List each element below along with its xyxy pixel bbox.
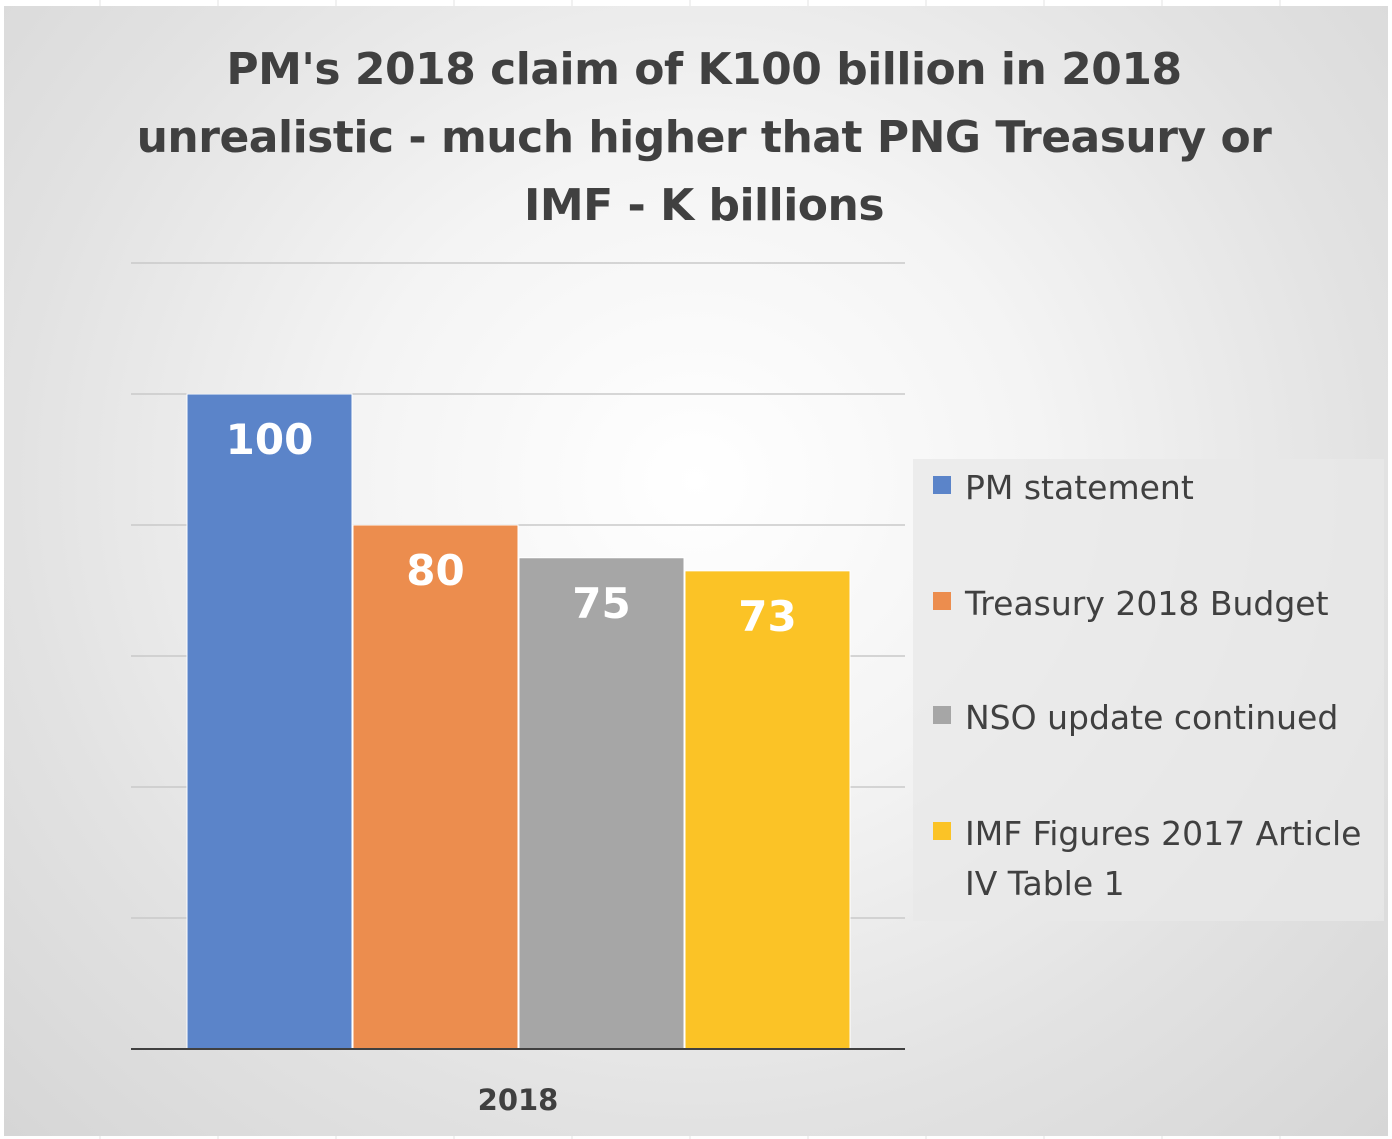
bar-treasury-2018-budget[interactable] [352,524,519,1050]
plot-area: 100 80 75 73 2018 [131,262,905,1117]
legend-label: PM statement [965,468,1194,507]
data-label: 100 [226,415,314,464]
bar-nso-update-continued[interactable] [518,557,685,1050]
legend: PM statement Treasury 2018 Budget NSO upda… [913,459,1384,921]
bar-imf-figures-2017-article-iv-table-1[interactable] [684,570,851,1050]
legend-label: NSO update continued [965,698,1339,737]
data-label: 75 [572,579,630,628]
legend-item: IMF Figures 2017 Article IV Table 1 [933,809,1385,909]
chart-area[interactable]: PM's 2018 claim of K100 billion in 2018 … [4,6,1388,1136]
legend-label: Treasury 2018 Budget [965,584,1329,623]
legend-item: NSO update continued [933,693,1385,743]
legend-item: PM statement [933,463,1385,513]
legend-swatch [933,476,951,494]
bar-pm-statement[interactable] [186,393,353,1050]
legend-swatch [933,822,951,840]
x-tick-label: 2018 [478,1083,559,1117]
data-label: 80 [406,546,464,595]
legend-swatch [933,592,951,610]
legend-swatch [933,706,951,724]
data-label: 73 [738,592,796,641]
chart-title: PM's 2018 claim of K100 billion in 2018 … [136,44,1272,231]
legend-item: Treasury 2018 Budget [933,579,1385,629]
legend-label: IMF Figures 2017 Article IV Table 1 [965,814,1362,903]
